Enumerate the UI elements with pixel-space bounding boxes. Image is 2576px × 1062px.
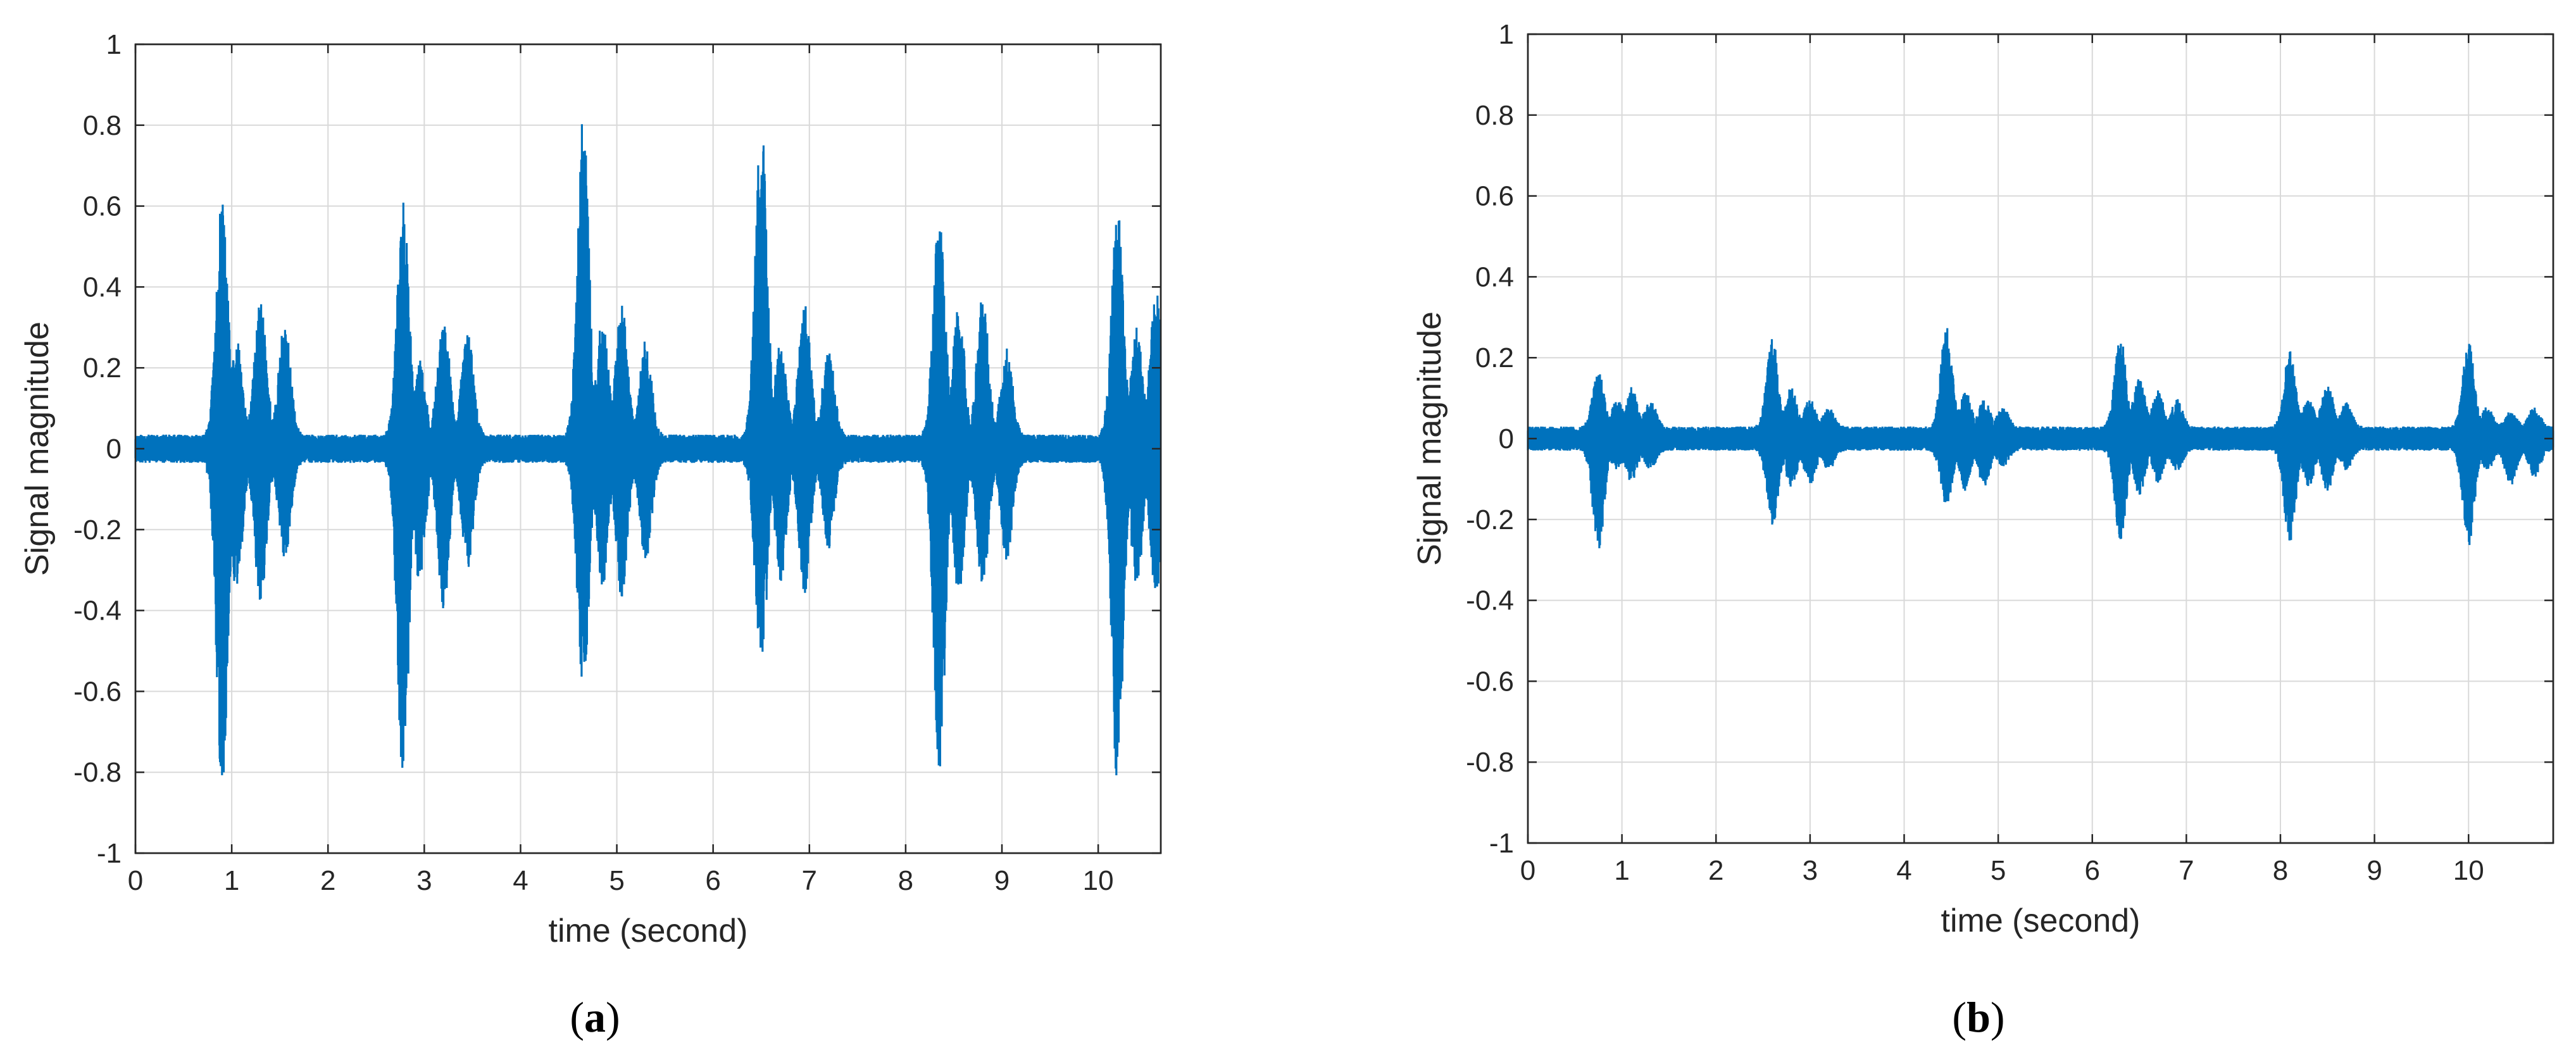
y-tick-label: -0.8 bbox=[1466, 747, 1514, 778]
y-tick-label: 0.4 bbox=[83, 272, 122, 303]
x-tick-label: 8 bbox=[898, 865, 913, 896]
panel-label-b: (b) bbox=[1952, 993, 2004, 1041]
x-tick-label: 7 bbox=[802, 865, 817, 896]
x-tick-label: 9 bbox=[2367, 855, 2382, 886]
x-tick-label: 6 bbox=[2085, 855, 2100, 886]
x-tick-label: 5 bbox=[1991, 855, 2006, 886]
y-tick-label: 1 bbox=[1499, 19, 1514, 50]
y-tick-label: 0 bbox=[106, 434, 122, 465]
panel-label-a: (a) bbox=[570, 993, 620, 1041]
y-tick-label: -0.6 bbox=[1466, 666, 1514, 697]
signal-trace bbox=[1527, 328, 2554, 549]
y-tick-label: 0.6 bbox=[83, 191, 122, 222]
x-tick-label: 10 bbox=[2453, 855, 2484, 886]
y-tick-label: -1 bbox=[97, 838, 122, 869]
signal-trace bbox=[134, 124, 1162, 775]
x-axis-label-a: time (second) bbox=[549, 913, 748, 949]
y-tick-label: -0.6 bbox=[73, 676, 122, 707]
x-tick-label: 3 bbox=[416, 865, 432, 896]
x-tick-label: 4 bbox=[513, 865, 528, 896]
x-tick-label: 1 bbox=[1614, 855, 1629, 886]
y-tick-label: 0.8 bbox=[83, 110, 122, 141]
y-tick-label: -0.2 bbox=[73, 515, 122, 546]
y-tick-label: 0.2 bbox=[1475, 342, 1514, 373]
x-tick-label: 4 bbox=[1896, 855, 1911, 886]
y-tick-label: 0.6 bbox=[1475, 181, 1514, 212]
x-tick-label: 7 bbox=[2179, 855, 2194, 886]
panel-b: 0 1 2 3 4 5 6 7 8 9 10 -1 -0.8 -0.6 -0.4 -0.2 0 0.2 0.4 0.6… bbox=[1411, 19, 2554, 1041]
signal-waveform-b bbox=[1527, 328, 2554, 549]
y-tick-label: 1 bbox=[106, 29, 122, 60]
y-tick-label: 0 bbox=[1499, 423, 1514, 454]
x-tick-label: 1 bbox=[224, 865, 239, 896]
x-tick-label: 8 bbox=[2273, 855, 2288, 886]
y-tick-label: 0.8 bbox=[1475, 100, 1514, 131]
y-tick-label: 0.2 bbox=[83, 353, 122, 384]
y-tick-label: -0.4 bbox=[1466, 585, 1514, 616]
x-tick-label: 0 bbox=[1520, 855, 1535, 886]
y-tick-label: -0.2 bbox=[1466, 504, 1514, 535]
x-tick-label: 2 bbox=[1708, 855, 1723, 886]
grid-a bbox=[135, 44, 1161, 853]
x-tick-label: 0 bbox=[128, 865, 143, 896]
x-tick-label: 3 bbox=[1803, 855, 1818, 886]
x-tick-label: 9 bbox=[994, 865, 1010, 896]
y-axis-label-a: Signal magnitude bbox=[19, 322, 56, 576]
signal-waveform-a bbox=[134, 124, 1162, 775]
y-tick-label: -0.4 bbox=[73, 596, 122, 627]
x-tick-label: 2 bbox=[320, 865, 335, 896]
ticks-b: 0 1 2 3 4 5 6 7 8 9 10 -1 -0.8 -0.6 -0.4 -0.2 0 0.2 0.4 0.6… bbox=[1466, 19, 2553, 886]
y-axis-label-b: Signal magnitude bbox=[1411, 311, 1448, 566]
x-axis-label-b: time (second) bbox=[1941, 903, 2141, 939]
panel-a: 0 1 2 3 4 5 6 7 8 9 10 -1 -0.8 -0.6 -0.4 -0.2 0 0.2 0.4 0.6… bbox=[19, 29, 1162, 1041]
x-tick-label: 6 bbox=[705, 865, 720, 896]
y-tick-label: -0.8 bbox=[73, 757, 122, 788]
ticks-a: 0 1 2 3 4 5 6 7 8 9 10 -1 -0.8 -0.6 -0.4 -0.2 0 0.2 0.4 0.6… bbox=[73, 29, 1161, 896]
x-tick-label: 10 bbox=[1083, 865, 1114, 896]
y-tick-label: -1 bbox=[1489, 828, 1514, 859]
y-tick-label: 0.4 bbox=[1475, 261, 1514, 292]
x-tick-label: 5 bbox=[609, 865, 624, 896]
